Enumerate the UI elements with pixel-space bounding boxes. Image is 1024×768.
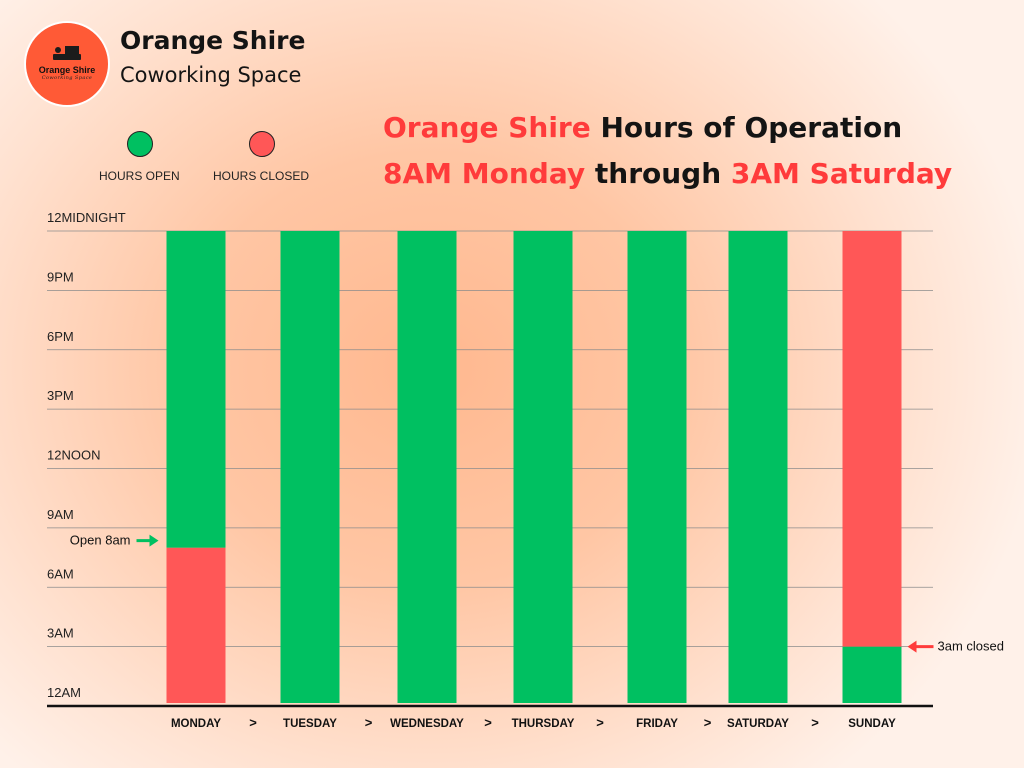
y-tick-label: 6AM <box>47 566 74 581</box>
headline-start: 8AM Monday <box>383 157 586 190</box>
bar-sunday-open <box>842 646 902 703</box>
legend-open-swatch <box>127 131 153 157</box>
day-separator: > <box>811 715 819 730</box>
annotation-arrowhead <box>907 640 917 653</box>
day-separator: > <box>704 715 712 730</box>
y-tick-label: 12NOON <box>47 448 100 463</box>
y-tick-label: 6PM <box>47 329 74 344</box>
y-tick-label: 3PM <box>47 388 74 403</box>
bar-monday-open <box>166 231 226 548</box>
legend-open-label: HOURS OPEN <box>99 169 180 183</box>
y-tick-label: 9AM <box>47 507 74 522</box>
bar-sunday-closed <box>842 231 902 647</box>
x-tick-label: SUNDAY <box>848 718 896 730</box>
y-tick-label: 12MIDNIGHT <box>47 210 126 225</box>
brand-logo: Orange Shire Coworking Space <box>24 21 110 107</box>
headline-through: through <box>585 157 731 190</box>
headline-title: Hours of Operation <box>590 111 903 144</box>
x-tick-label: SATURDAY <box>727 718 789 730</box>
logo-title: Orange Shire <box>38 65 96 75</box>
headline-line1: Orange Shire Hours of Operation <box>383 111 902 144</box>
bar-thursday-open <box>513 231 573 703</box>
day-separator: > <box>596 715 604 730</box>
brand-subtitle: Coworking Space <box>120 63 302 87</box>
x-tick-label: WEDNESDAY <box>390 718 464 730</box>
day-separator: > <box>484 715 492 730</box>
bar-wednesday-open <box>397 231 457 703</box>
bar-saturday-open <box>728 231 788 703</box>
x-tick-label: TUESDAY <box>283 718 337 730</box>
headline-end: 3AM Saturday <box>730 157 953 190</box>
day-separator: > <box>365 715 373 730</box>
day-separator: > <box>249 715 257 730</box>
x-tick-label: FRIDAY <box>636 718 678 730</box>
logo-subtitle: Coworking Space <box>41 75 93 81</box>
y-tick-label: 9PM <box>47 269 74 284</box>
y-tick-label: 12AM <box>47 685 81 700</box>
bar-monday-closed <box>166 547 226 703</box>
brand-name: Orange Shire <box>120 26 306 55</box>
annotation-arrowhead <box>149 534 159 547</box>
x-tick-label: MONDAY <box>171 718 221 730</box>
bar-friday-open <box>627 231 687 703</box>
bar-tuesday-open <box>280 231 340 703</box>
y-tick-label: 3AM <box>47 626 74 641</box>
legend-closed-swatch <box>249 131 275 157</box>
legend-closed-label: HOURS CLOSED <box>213 169 310 183</box>
coworking-desk-icon <box>50 46 84 60</box>
annotation-label: 3am closed <box>938 639 1004 654</box>
x-tick-label: THURSDAY <box>512 718 575 730</box>
annotation-label: Open 8am <box>70 533 131 548</box>
headline-brand: Orange Shire <box>383 111 591 144</box>
headline-line2: 8AM Monday through 3AM Saturday <box>383 157 952 190</box>
